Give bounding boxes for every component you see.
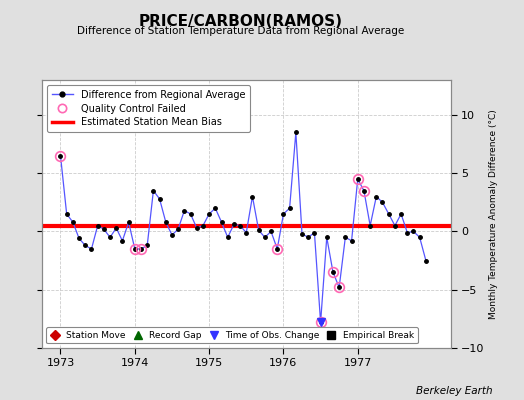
Text: Berkeley Earth: Berkeley Earth xyxy=(416,386,493,396)
Text: PRICE/CARBON(RAMOS): PRICE/CARBON(RAMOS) xyxy=(139,14,343,29)
Text: Difference of Station Temperature Data from Regional Average: Difference of Station Temperature Data f… xyxy=(78,26,405,36)
Legend: Station Move, Record Gap, Time of Obs. Change, Empirical Break: Station Move, Record Gap, Time of Obs. C… xyxy=(47,327,418,344)
Y-axis label: Monthly Temperature Anomaly Difference (°C): Monthly Temperature Anomaly Difference (… xyxy=(488,109,498,319)
